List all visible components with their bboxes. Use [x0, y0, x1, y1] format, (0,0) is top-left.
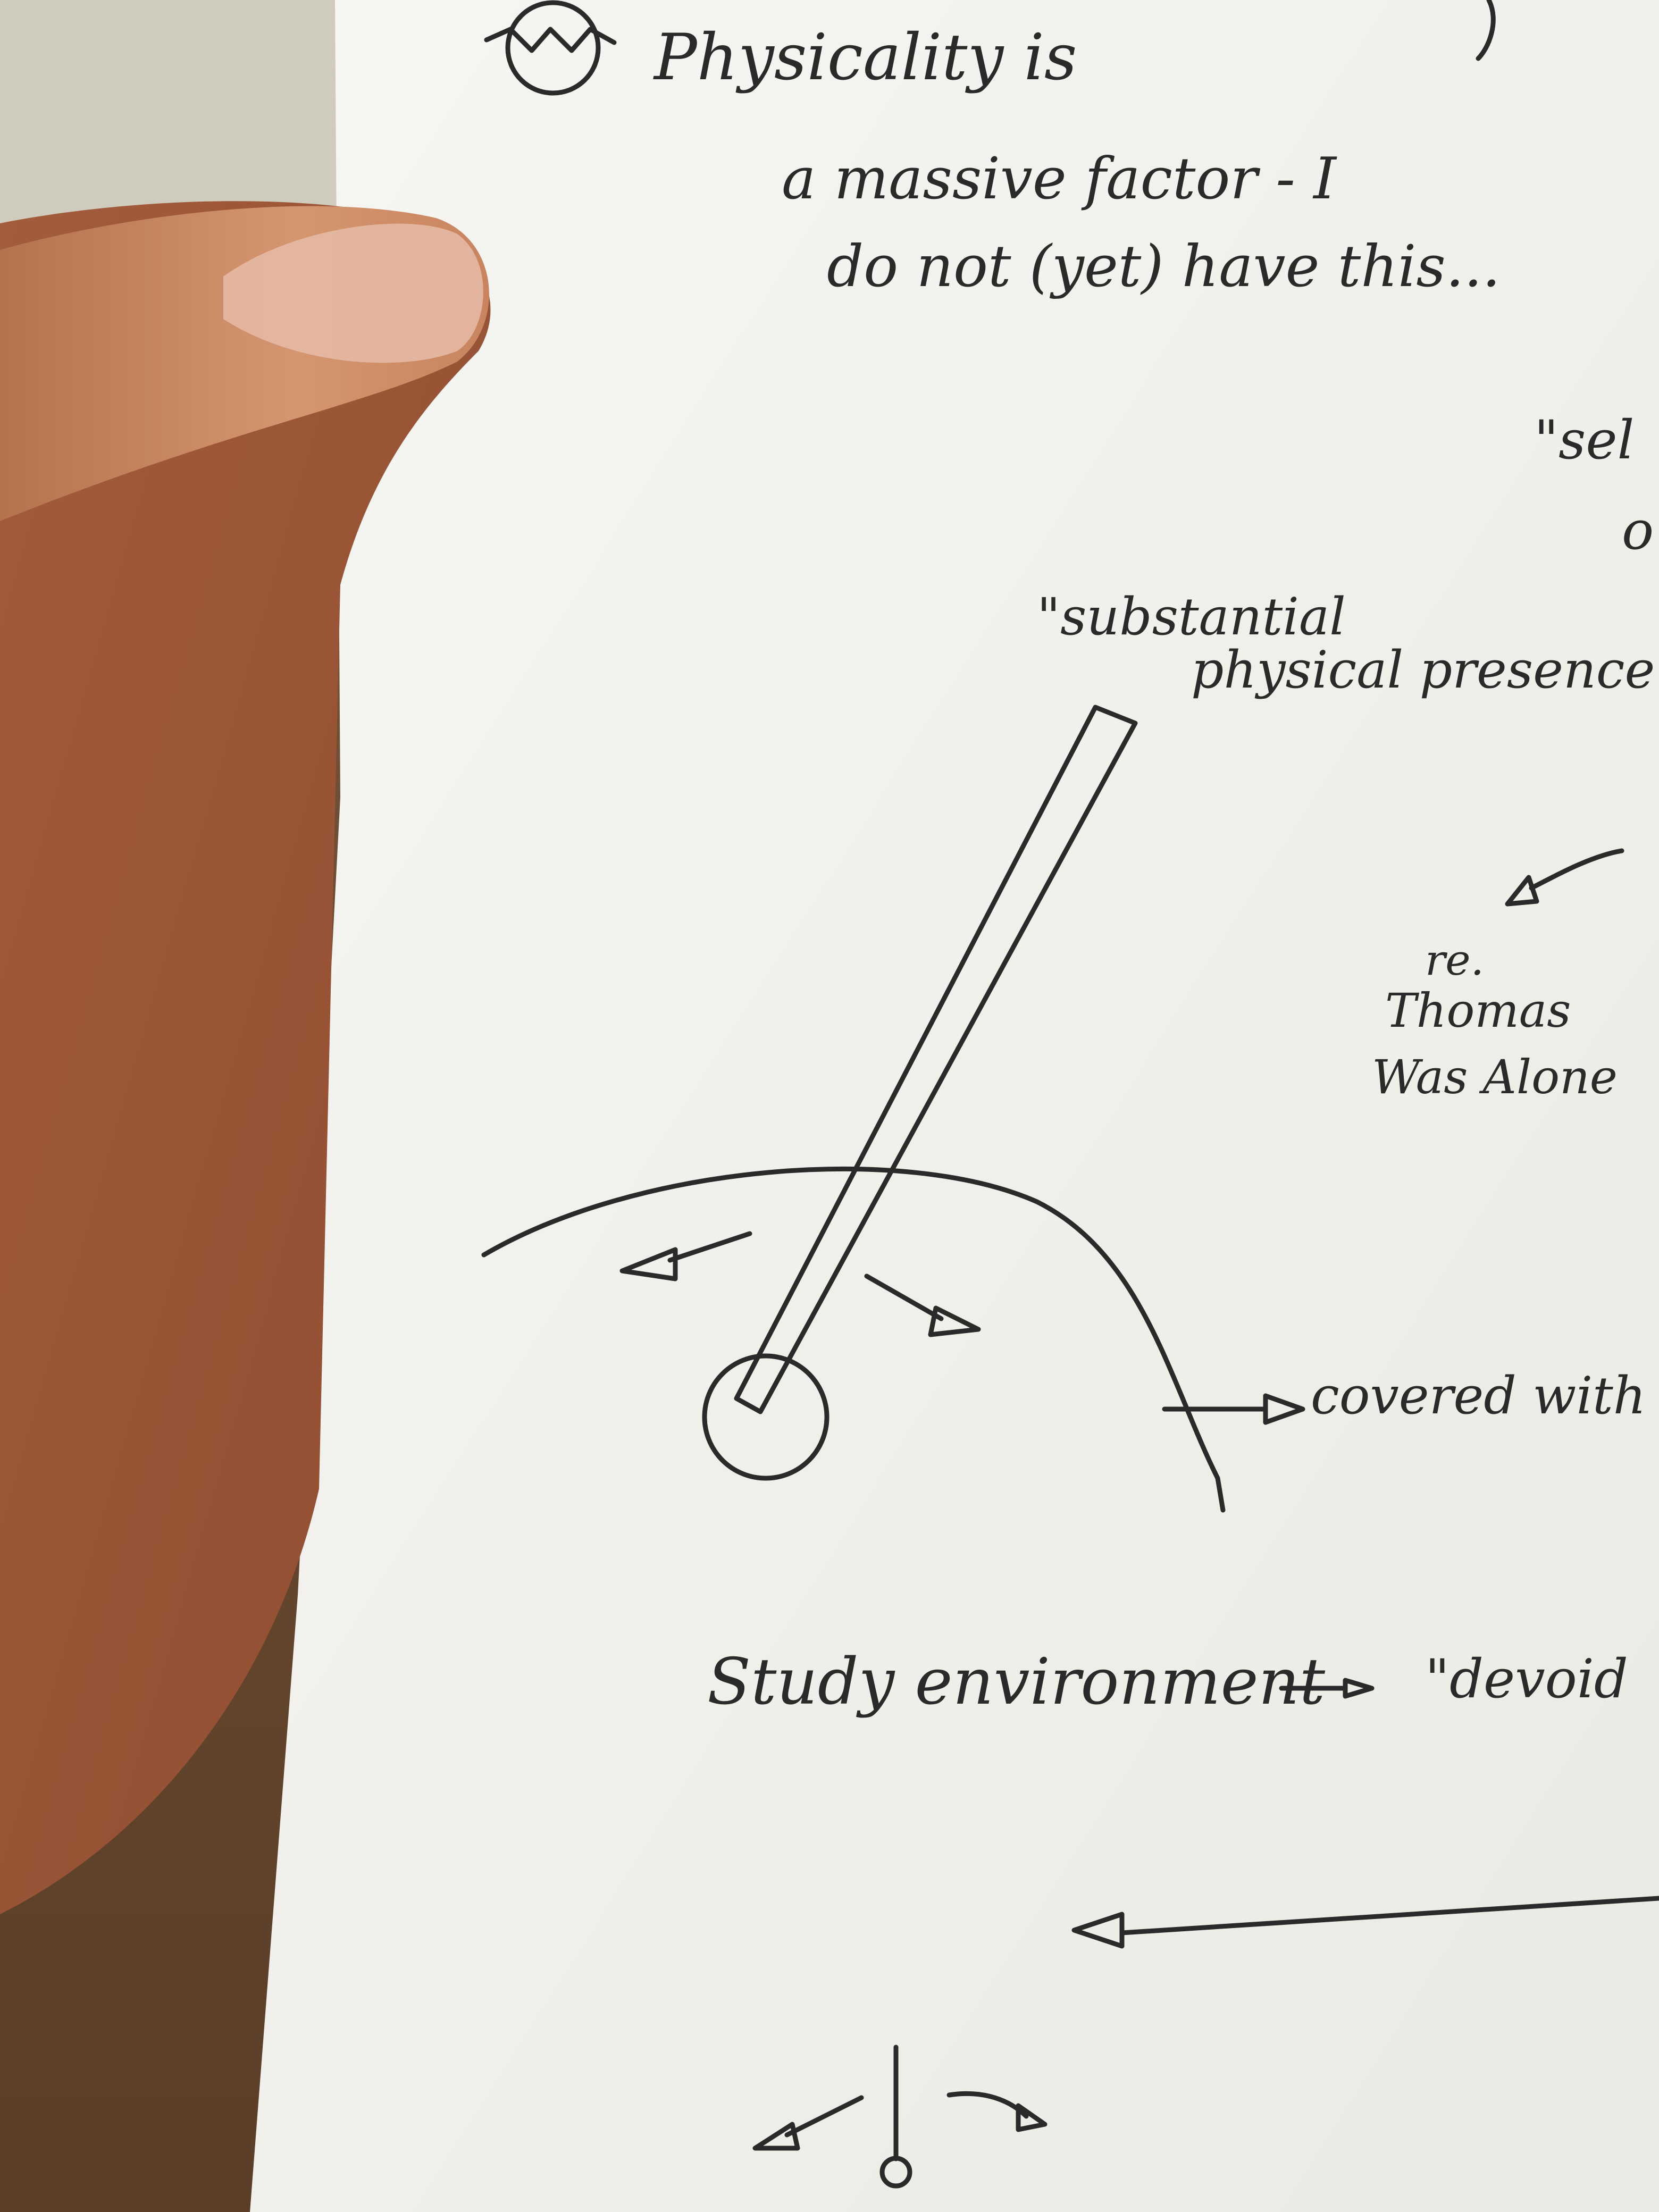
hand	[0, 201, 491, 1915]
note-sel: "sel	[1534, 409, 1635, 471]
devoid-arrow-icon	[1279, 1678, 1375, 1699]
thomas-arrow-icon	[1505, 848, 1624, 907]
thumbnail	[223, 223, 483, 363]
note-not-yet: do not (yet) have this...	[827, 233, 1501, 300]
note-covered-with: covered with "	[1311, 1366, 1659, 1426]
ink-mark	[1476, 0, 1496, 61]
note-was-alone: Was Alone	[1372, 1050, 1618, 1104]
note-devoid: "devoid	[1425, 1648, 1628, 1710]
note-re: re.	[1425, 935, 1485, 985]
note-study-environment: Study environment	[707, 1645, 1326, 1719]
small-pendulum-icon	[752, 2045, 1048, 2189]
paper-sheet	[250, 0, 1659, 2212]
dome-curve	[481, 1166, 1226, 1513]
note-physicality: Physicality is	[654, 21, 1077, 95]
long-arrow-icon	[1071, 1896, 1659, 1949]
note-of: o	[1622, 499, 1654, 562]
note-massive-factor: a massive factor - I	[782, 146, 1336, 212]
left-arrow-icon	[619, 1231, 752, 1281]
note-physical-presence: physical presence"	[1191, 640, 1659, 700]
covered-arrow-icon	[1162, 1393, 1305, 1425]
note-thomas: Thomas	[1385, 983, 1571, 1038]
note-substantial: "substantial	[1037, 587, 1346, 647]
right-arrow-icon	[864, 1273, 981, 1337]
circle-doodle-icon	[484, 0, 617, 96]
